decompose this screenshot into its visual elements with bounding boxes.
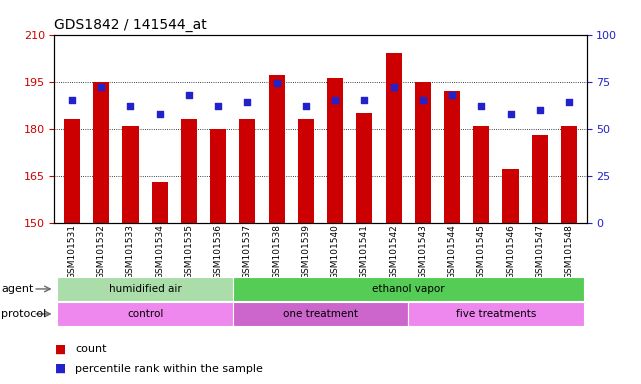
Bar [327, 78, 343, 223]
Point [213, 103, 223, 109]
Text: agent: agent [1, 284, 34, 294]
Bar [152, 182, 168, 223]
Bar [531, 135, 548, 223]
Bar [122, 126, 138, 223]
Text: control: control [127, 309, 163, 319]
Text: count: count [75, 344, 106, 354]
Point [272, 80, 282, 86]
Text: five treatments: five treatments [456, 309, 536, 319]
Bar [503, 169, 519, 223]
Bar [239, 119, 256, 223]
Point [505, 111, 515, 117]
Point [447, 92, 457, 98]
Text: protocol: protocol [1, 309, 47, 319]
Bar [385, 53, 402, 223]
Text: one treatment: one treatment [283, 309, 358, 319]
Bar [58, 302, 233, 326]
Point [388, 84, 399, 90]
Bar [58, 277, 233, 301]
Text: humidified air: humidified air [109, 284, 181, 294]
Bar [210, 129, 226, 223]
Point [476, 103, 487, 109]
Text: ethanol vapor: ethanol vapor [372, 284, 444, 294]
Bar [93, 82, 110, 223]
Point [126, 103, 136, 109]
Text: ■: ■ [54, 362, 65, 375]
Text: percentile rank within the sample: percentile rank within the sample [75, 364, 263, 374]
Point [535, 107, 545, 113]
Bar [356, 113, 372, 223]
Point [330, 98, 340, 104]
Point [67, 98, 77, 104]
Bar [561, 126, 577, 223]
Bar [415, 82, 431, 223]
Bar [408, 302, 583, 326]
Point [242, 99, 253, 105]
Bar [64, 119, 80, 223]
Bar [233, 277, 583, 301]
Point [564, 99, 574, 105]
Text: GDS1842 / 141544_at: GDS1842 / 141544_at [54, 18, 207, 32]
Point [154, 111, 165, 117]
Bar [181, 119, 197, 223]
Bar [444, 91, 460, 223]
Point [96, 84, 106, 90]
Bar [269, 75, 285, 223]
Point [301, 103, 311, 109]
Bar [233, 302, 408, 326]
Bar [473, 126, 489, 223]
Text: ■: ■ [54, 343, 65, 356]
Point [359, 98, 369, 104]
Bar [298, 119, 314, 223]
Point [184, 92, 194, 98]
Point [418, 98, 428, 104]
